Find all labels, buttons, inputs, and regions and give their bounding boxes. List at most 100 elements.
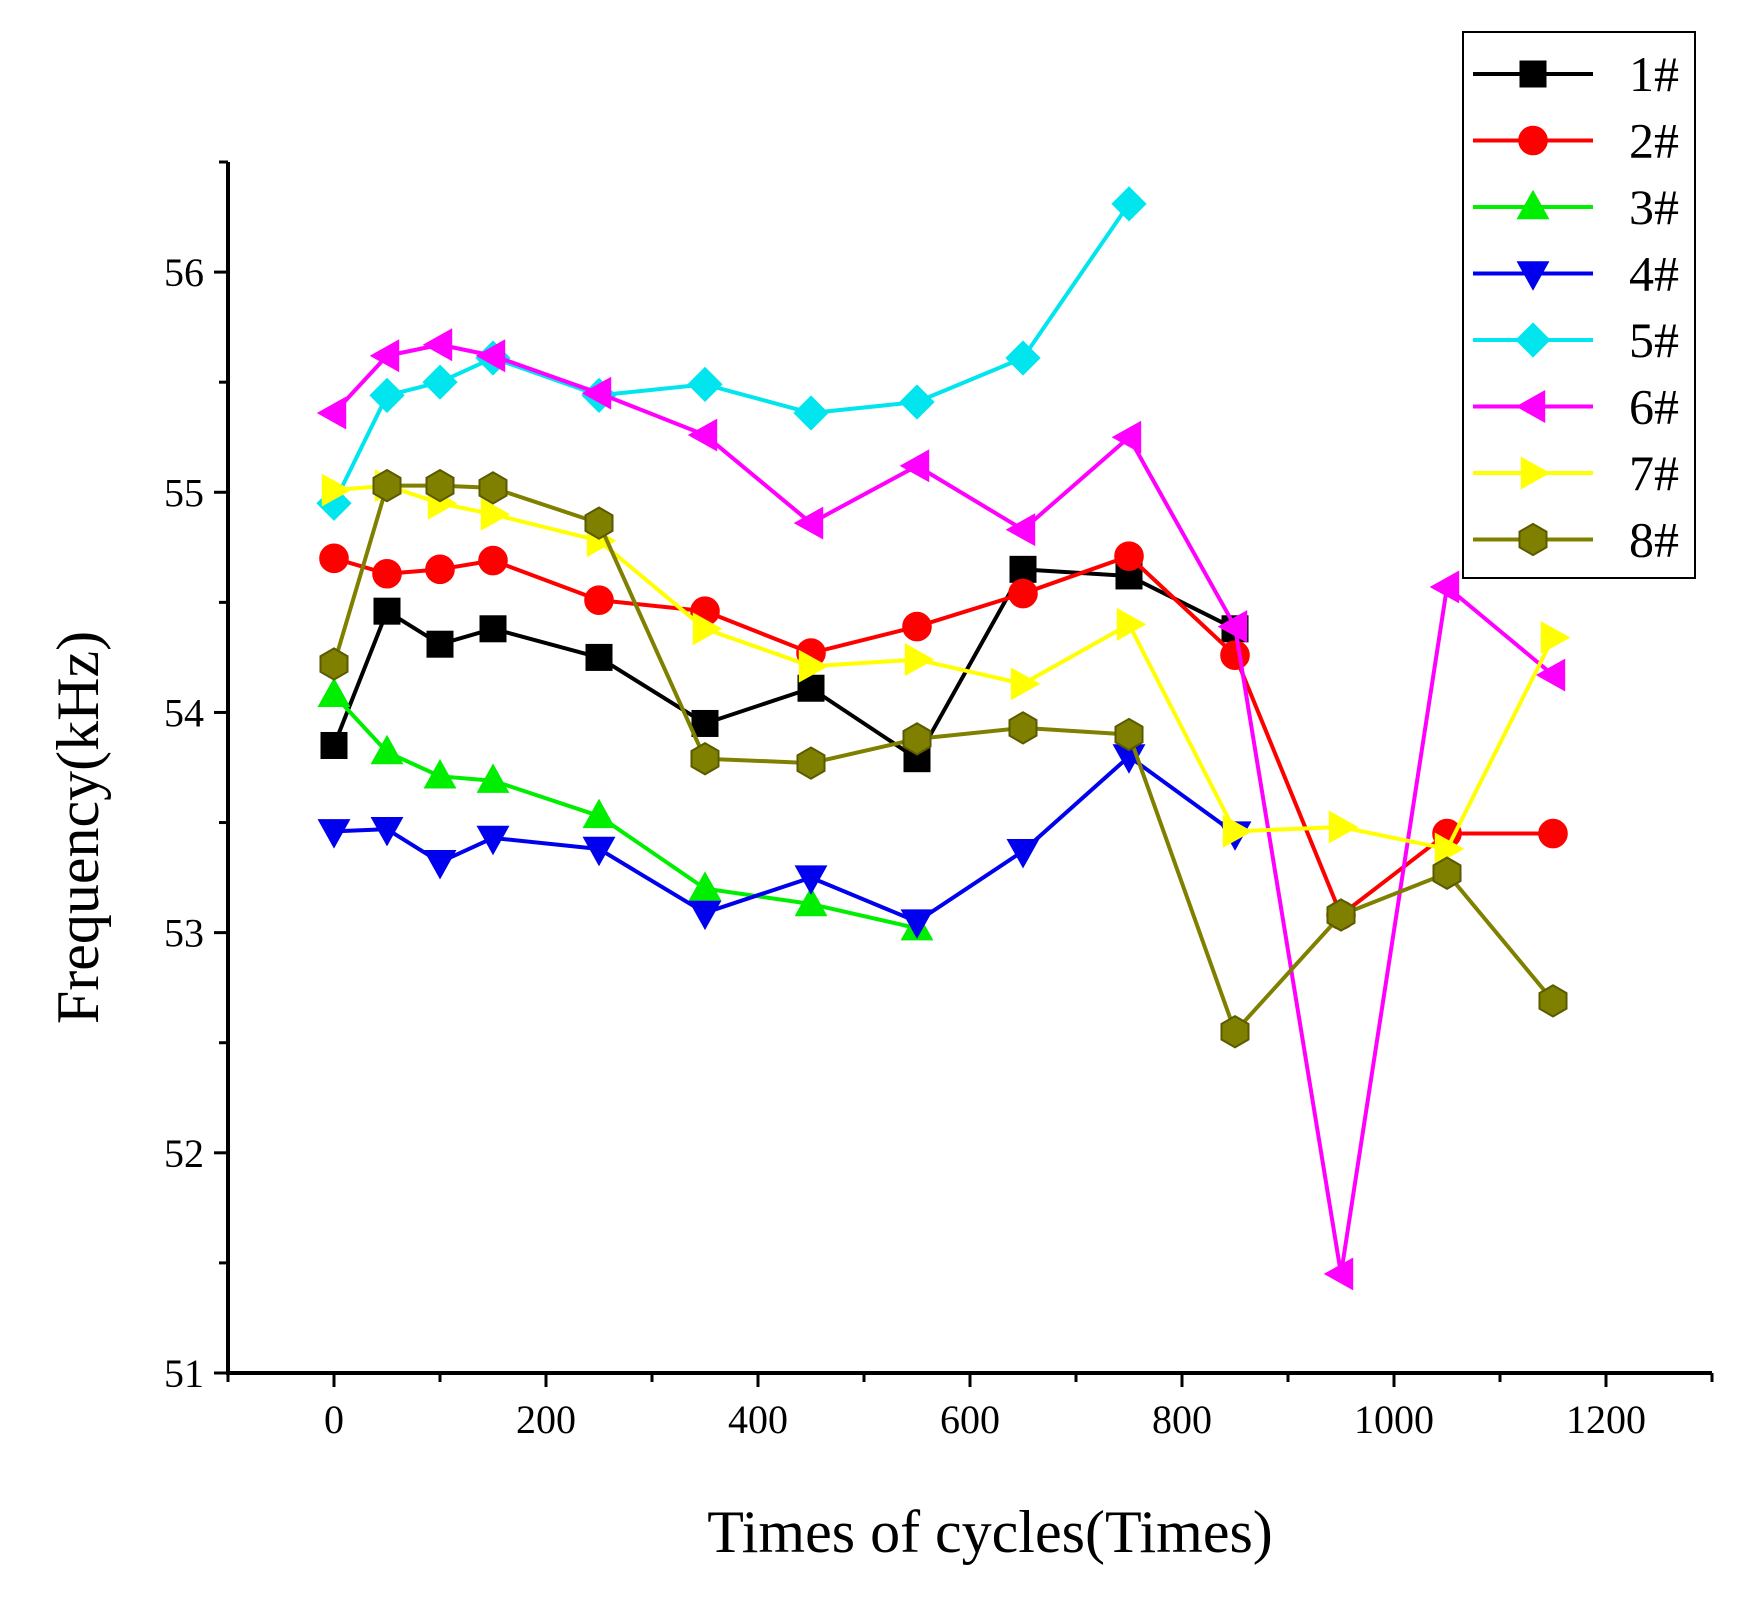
data-point	[1429, 570, 1460, 604]
series-3	[317, 677, 934, 941]
data-point	[793, 506, 824, 540]
y-tick-label: 52	[164, 1131, 204, 1176]
legend-marker	[1518, 522, 1548, 557]
data-point	[584, 585, 614, 615]
data-point	[584, 506, 614, 540]
legend-marker	[1515, 322, 1551, 358]
data-point	[476, 763, 510, 793]
data-point	[1114, 541, 1144, 571]
data-point	[688, 871, 722, 901]
data-point	[1005, 340, 1041, 376]
data-point	[423, 849, 457, 880]
legend-item: 3#	[1473, 179, 1679, 235]
x-tick-label: 1200	[1566, 1397, 1646, 1442]
data-point	[317, 677, 351, 708]
tick-labels: 51 52 53 54 55 56 0 200 400 600 800 1000 1200	[164, 250, 1646, 1442]
legend-item: 1#	[1473, 46, 1679, 102]
data-point	[426, 630, 454, 658]
y-tick-label: 56	[164, 250, 204, 295]
legend-label: 1#	[1629, 46, 1679, 102]
data-point	[1538, 984, 1568, 1018]
series-line	[333, 483, 1555, 851]
series-8	[319, 468, 1568, 1049]
data-point	[480, 497, 511, 531]
legend-label: 3#	[1629, 179, 1679, 235]
x-axis-title: Times of cycles(Times)	[707, 1499, 1273, 1565]
data-point	[1222, 814, 1253, 848]
data-point	[1114, 717, 1144, 752]
data-point	[1116, 607, 1147, 641]
y-tick-label: 54	[164, 690, 204, 735]
data-point	[422, 328, 453, 362]
legend-item: 6#	[1473, 379, 1679, 435]
data-point	[902, 722, 932, 756]
data-point	[796, 746, 826, 780]
data-point	[585, 643, 613, 671]
legend-marker	[1520, 456, 1551, 490]
data-point	[370, 816, 404, 847]
x-tick-label: 1000	[1354, 1397, 1434, 1442]
data-point	[899, 384, 935, 420]
data-point	[321, 473, 352, 507]
data-point	[582, 798, 616, 829]
legend: 1# 2# 3# 4# 5# 6# 7# 8#	[1462, 31, 1696, 579]
data-point	[476, 825, 510, 856]
data-point	[1111, 186, 1147, 222]
series-line	[332, 567, 1236, 761]
data-point	[1217, 610, 1248, 644]
data-point	[372, 558, 402, 589]
x-tick-label: 800	[1152, 1397, 1212, 1442]
legend-marker	[1519, 60, 1547, 88]
legend-label: 7#	[1629, 445, 1679, 501]
series-1	[320, 555, 1249, 773]
y-tick-label: 51	[164, 1351, 204, 1396]
data-point	[1540, 621, 1571, 655]
legend-item: 7#	[1473, 445, 1679, 501]
legend-item: 8#	[1473, 512, 1679, 568]
data-point	[1328, 810, 1359, 844]
legend-item: 5#	[1473, 312, 1679, 368]
data-point	[1535, 658, 1566, 692]
series-5	[316, 186, 1147, 521]
series-line	[332, 342, 1555, 1276]
axis-ticks	[214, 160, 1714, 1387]
data-point	[1220, 640, 1250, 671]
series-4	[317, 744, 1252, 939]
data-point	[1009, 555, 1037, 583]
data-point	[793, 395, 829, 431]
legend-item: 2#	[1473, 113, 1679, 169]
legend-label: 5#	[1629, 312, 1679, 368]
data-point	[688, 900, 722, 931]
data-point	[904, 643, 935, 677]
data-point	[1538, 818, 1568, 849]
data-point	[479, 615, 507, 643]
data-point	[794, 886, 828, 917]
data-point	[320, 731, 348, 759]
data-point	[899, 449, 930, 483]
data-point	[1323, 1257, 1354, 1291]
data-point	[478, 471, 508, 505]
legend-label: 6#	[1629, 379, 1679, 435]
data-point	[900, 909, 934, 939]
x-tick-label: 200	[516, 1397, 576, 1442]
data-point	[691, 709, 719, 737]
data-point	[1005, 513, 1036, 547]
x-tick-label: 0	[324, 1397, 344, 1442]
data-point	[1326, 898, 1356, 932]
data-point	[1010, 667, 1041, 701]
data-point	[1220, 1014, 1250, 1049]
data-point	[423, 759, 457, 789]
data-point	[1008, 711, 1038, 745]
data-point	[581, 376, 612, 410]
data-point	[1008, 578, 1038, 609]
data-point	[422, 364, 458, 400]
data-point	[1111, 420, 1142, 454]
data-point	[1432, 856, 1462, 890]
data-point	[319, 647, 349, 681]
legend-label: 2#	[1629, 113, 1679, 169]
series-line	[333, 754, 1237, 924]
legend-box	[1462, 31, 1696, 579]
data-point	[317, 819, 351, 849]
data-point	[1006, 838, 1040, 869]
